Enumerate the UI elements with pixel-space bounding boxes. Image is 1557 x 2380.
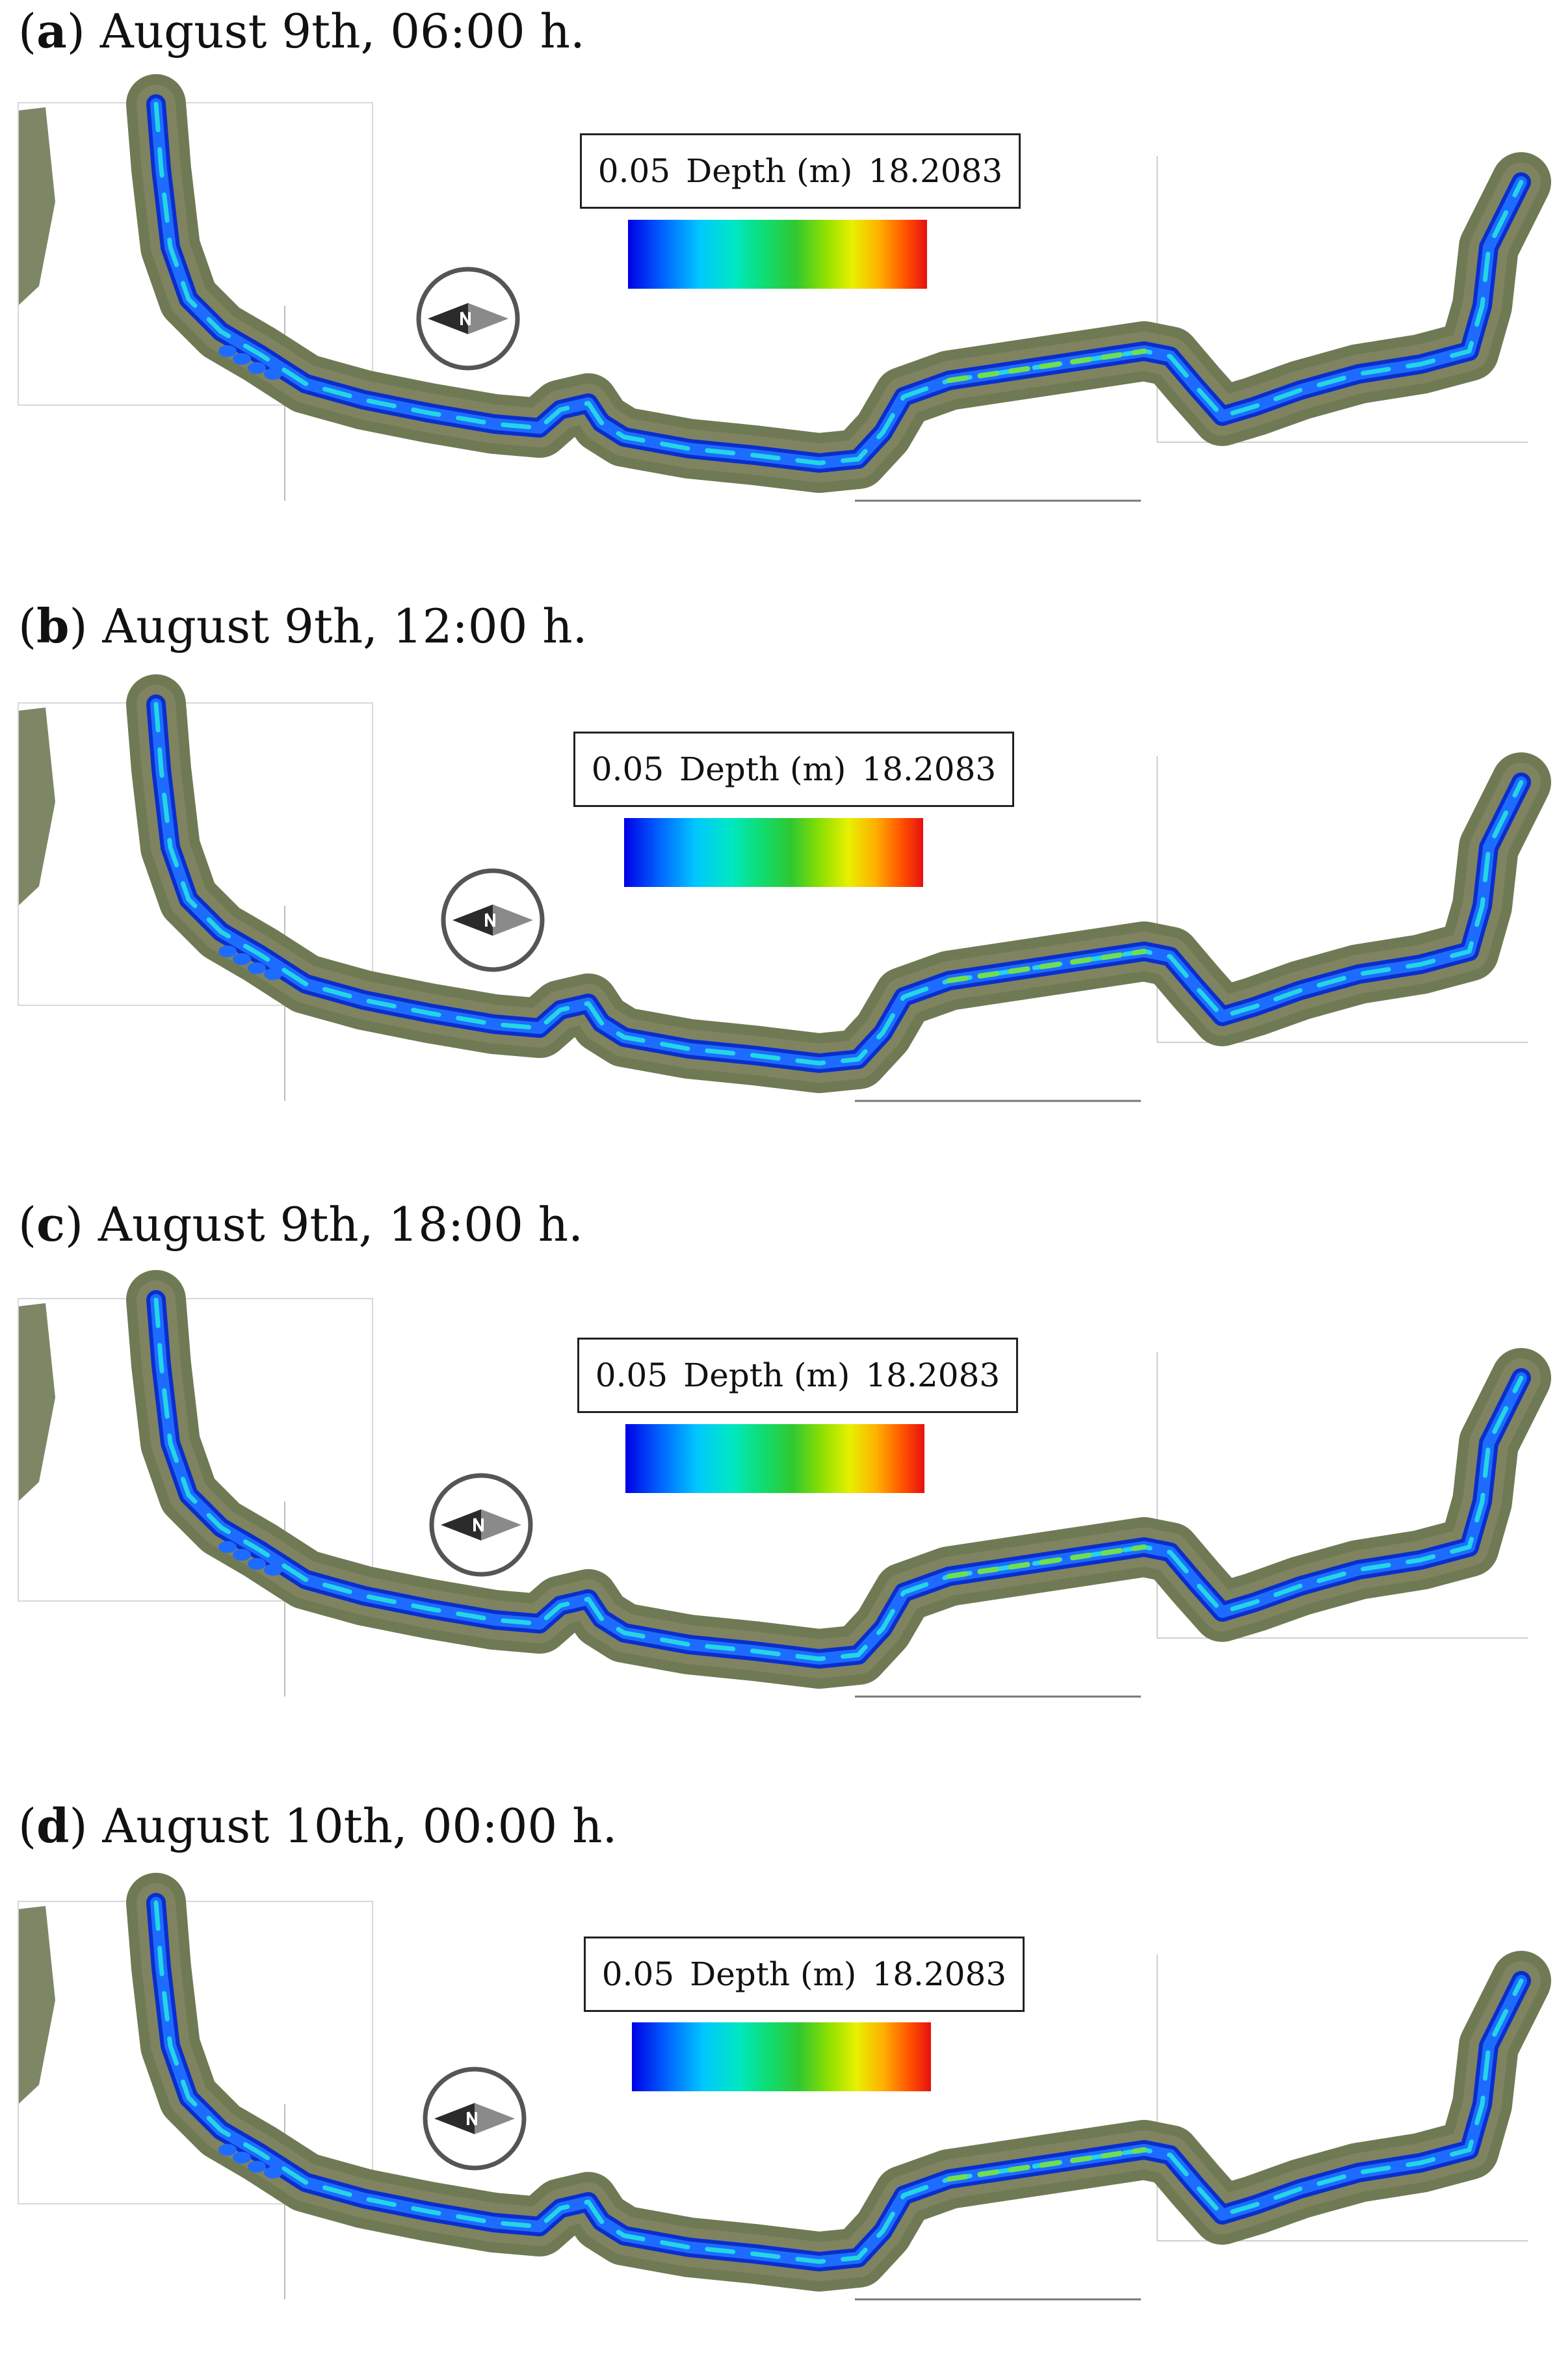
legend-max-value: 18.2083 bbox=[872, 1955, 1007, 1993]
river-depth-map bbox=[18, 674, 1551, 1102]
legend-max-value: 18.2083 bbox=[868, 152, 1003, 190]
depth-legend-box: 0.05 Depth (m) 18.2083 bbox=[584, 1937, 1025, 2012]
legend-max-value: 18.2083 bbox=[865, 1356, 1001, 1394]
map-panel-b: (b) August 9th, 12:00 h. 0.05 Depth (m) … bbox=[0, 595, 1557, 1180]
river-pool bbox=[233, 2152, 251, 2163]
map-tile-outline bbox=[18, 102, 373, 406]
depth-colorbar bbox=[628, 220, 927, 289]
river-layer bbox=[18, 1873, 1551, 2301]
river-channel-shallow bbox=[153, 1900, 1524, 2264]
depth-colorbar bbox=[632, 2022, 931, 2091]
depth-legend-box: 0.05 Depth (m) 18.2083 bbox=[573, 732, 1014, 807]
river-pool bbox=[248, 362, 266, 374]
river-pool bbox=[233, 953, 251, 965]
river-pool bbox=[233, 1549, 251, 1561]
map-tile-outline bbox=[18, 1298, 373, 1602]
panel-letter: c bbox=[36, 1197, 65, 1252]
river-pool bbox=[248, 962, 266, 974]
depth-colorbar bbox=[625, 1424, 924, 1493]
legend-min-value: 0.05 bbox=[591, 750, 664, 788]
map-tile-outline bbox=[18, 1901, 373, 2204]
legend-min-value: 0.05 bbox=[597, 152, 671, 190]
north-arrow-compass-icon bbox=[416, 267, 520, 371]
river-pool bbox=[264, 2167, 282, 2178]
terrain-edge-patch bbox=[18, 107, 55, 306]
map-panel-d: (d) August 10th, 00:00 h. 0.05 Depth (m)… bbox=[0, 1795, 1557, 2380]
map-tile-outline bbox=[18, 702, 373, 1006]
river-pool bbox=[218, 1541, 237, 1553]
legend-label: Depth (m) bbox=[686, 152, 853, 190]
map-panel-a: (a) August 9th, 06:00 h. 0.05 Depth (m) … bbox=[0, 0, 1557, 585]
legend-label: Depth (m) bbox=[679, 750, 846, 788]
depth-legend-box: 0.05 Depth (m) 18.2083 bbox=[577, 1338, 1018, 1413]
river-pool bbox=[248, 1558, 266, 1570]
river-pool bbox=[248, 2161, 266, 2173]
river-pool bbox=[233, 353, 251, 365]
legend-min-value: 0.05 bbox=[601, 1955, 675, 1993]
river-channel-shallow bbox=[153, 101, 1524, 466]
north-arrow-compass-icon bbox=[441, 868, 545, 972]
river-channel-green bbox=[947, 2147, 1147, 2182]
panel-caption: (d) August 10th, 00:00 h. bbox=[18, 1798, 618, 1853]
depth-legend-box: 0.05 Depth (m) 18.2083 bbox=[580, 133, 1021, 209]
panel-caption: (a) August 9th, 06:00 h. bbox=[18, 3, 585, 59]
legend-label: Depth (m) bbox=[690, 1955, 857, 1993]
north-arrow-compass-icon bbox=[423, 2067, 527, 2171]
river-pool bbox=[218, 2144, 237, 2156]
legend-label: Depth (m) bbox=[683, 1356, 850, 1394]
north-arrow-compass-icon bbox=[429, 1473, 533, 1577]
terrain-edge-patch bbox=[18, 1303, 55, 1501]
panel-caption: (b) August 9th, 12:00 h. bbox=[18, 598, 588, 654]
river-pool bbox=[264, 368, 282, 380]
river-pool bbox=[218, 345, 237, 357]
depth-colorbar bbox=[624, 818, 923, 887]
river-depth-map bbox=[18, 74, 1551, 502]
panel-caption-text: ) August 9th, 06:00 h. bbox=[66, 4, 585, 59]
river-layer bbox=[18, 74, 1551, 502]
terrain-edge-patch bbox=[18, 1906, 55, 2104]
legend-max-value: 18.2083 bbox=[861, 750, 997, 788]
panel-letter: a bbox=[36, 3, 67, 59]
legend-min-value: 0.05 bbox=[595, 1356, 668, 1394]
map-panel-c: (c) August 9th, 18:00 h. 0.05 Depth (m) … bbox=[0, 1193, 1557, 1778]
panel-caption-text: ) August 10th, 00:00 h. bbox=[69, 1799, 618, 1853]
terrain-edge-patch bbox=[18, 707, 55, 906]
river-channel-green bbox=[947, 949, 1147, 983]
river-layer bbox=[18, 1270, 1551, 1698]
river-layer bbox=[18, 674, 1551, 1102]
river-channel-shallow bbox=[153, 702, 1524, 1066]
river-pool bbox=[218, 945, 237, 957]
panel-letter: b bbox=[36, 598, 70, 654]
panel-caption: (c) August 9th, 18:00 h. bbox=[18, 1197, 584, 1252]
panel-caption-text: ) August 9th, 12:00 h. bbox=[69, 599, 588, 654]
river-depth-map bbox=[18, 1270, 1551, 1698]
river-channel-green bbox=[947, 349, 1147, 383]
panel-letter: d bbox=[36, 1798, 70, 1853]
river-pool bbox=[264, 968, 282, 980]
river-pool bbox=[264, 1564, 282, 1576]
river-channel-shallow bbox=[153, 1297, 1524, 1661]
river-channel-green bbox=[947, 1544, 1147, 1579]
panel-caption-text: ) August 9th, 18:00 h. bbox=[64, 1197, 584, 1252]
river-depth-map bbox=[18, 1873, 1551, 2301]
